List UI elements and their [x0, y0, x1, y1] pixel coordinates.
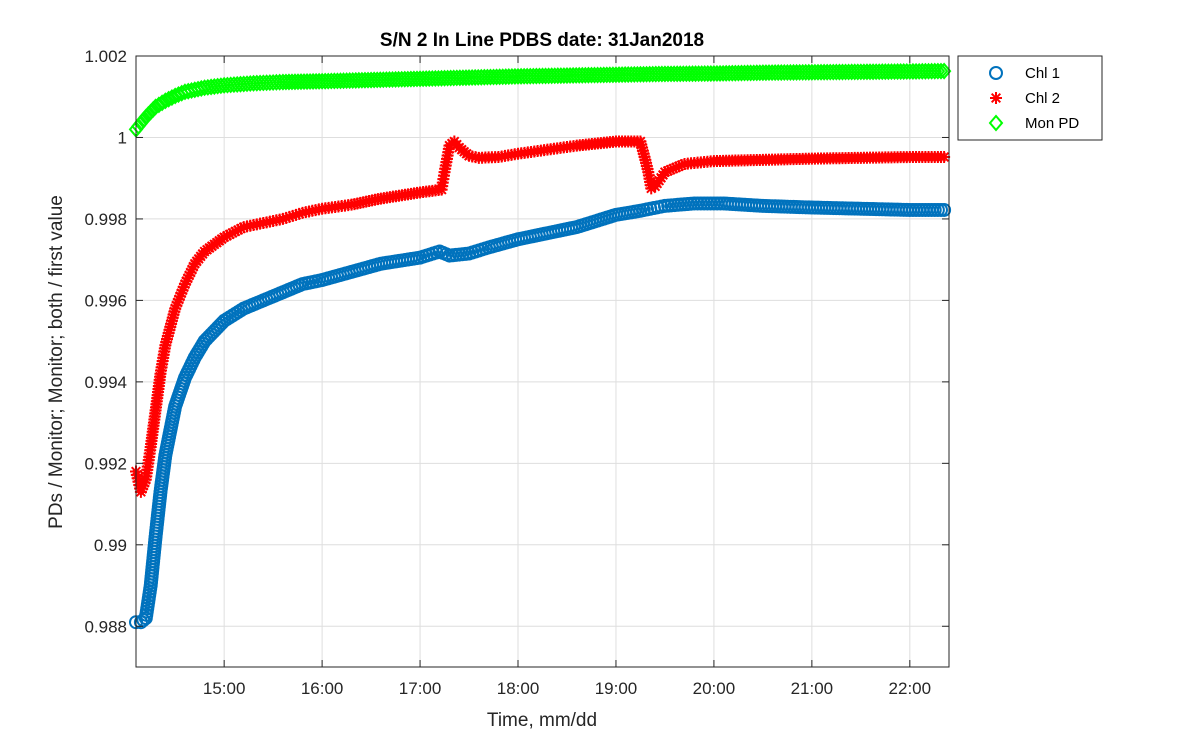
data-point-dense — [664, 163, 677, 176]
data-point-dense — [262, 74, 278, 92]
y-tick-label: 0.994 — [84, 373, 127, 392]
data-point-dense — [137, 479, 150, 492]
data-series — [128, 62, 952, 630]
data-point-dense — [289, 208, 302, 221]
data-point-dense — [170, 299, 183, 312]
data-point — [276, 212, 289, 225]
legend-label: Chl 1 — [1025, 65, 1060, 82]
data-point-dense — [256, 74, 271, 92]
data-point — [937, 202, 952, 217]
legend-label: Mon PD — [1025, 115, 1079, 132]
data-point — [658, 166, 671, 179]
series-mon-pd — [128, 62, 952, 138]
legend-marker-chl-1 — [989, 66, 1003, 80]
x-axis-label: Time, mm/dd — [487, 710, 597, 731]
data-point-dense — [174, 290, 187, 303]
data-point-dense — [183, 269, 196, 282]
data-point-dense — [180, 275, 193, 288]
x-tick-label: 16:00 — [301, 679, 344, 698]
data-point-dense — [154, 94, 170, 112]
legend-box — [957, 55, 1103, 141]
x-tick-label: 22:00 — [889, 679, 932, 698]
axis-ticks: 15:00 16:00 17:00 18:00 19:00 20:00 21:00 22:00… — [84, 47, 949, 698]
data-point-dense — [138, 476, 151, 489]
data-point-dense — [670, 161, 683, 174]
data-point-dense — [265, 73, 281, 92]
y-tick-label: 0.998 — [84, 210, 127, 229]
data-point-dense — [286, 209, 299, 222]
y-tick-label: 0.988 — [84, 617, 127, 636]
data-point-dense — [171, 296, 184, 309]
data-point — [178, 278, 191, 291]
legend: Chl 1 Chl 2 Mon PD — [957, 55, 1103, 141]
data-point — [148, 98, 163, 116]
data-point-dense — [187, 260, 200, 273]
data-point-dense — [151, 96, 167, 114]
x-tick-label: 19:00 — [595, 679, 638, 698]
data-point-dense — [249, 74, 265, 92]
x-tick-label: 17:00 — [399, 679, 442, 698]
data-point-dense — [675, 159, 688, 172]
data-point-dense — [280, 211, 293, 224]
data-point-dense — [175, 287, 188, 300]
data-point-dense — [172, 293, 185, 306]
data-point-dense — [176, 284, 189, 297]
data-point-dense — [185, 263, 198, 276]
plot-frame — [135, 55, 950, 668]
data-point-dense — [667, 162, 680, 175]
y-tick-label: 1.002 — [84, 47, 127, 66]
data-point — [936, 62, 952, 80]
x-tick-label: 15:00 — [203, 679, 246, 698]
data-point-dense — [933, 62, 949, 80]
data-point-dense — [252, 74, 268, 92]
data-point-dense — [164, 89, 180, 107]
data-point-dense — [293, 207, 306, 220]
chart-title: S/N 2 In Line PDBS date: 31Jan2018 — [380, 30, 704, 51]
legend-marker-chl-2 — [990, 92, 1002, 104]
data-point-dense — [259, 74, 274, 92]
x-tick-label: 20:00 — [693, 679, 736, 698]
series-chl-2 — [130, 135, 951, 498]
legend-label: Chl 2 — [1025, 90, 1060, 107]
data-point-dense — [181, 272, 194, 285]
data-point-dense — [930, 62, 946, 80]
x-tick-label: 18:00 — [497, 679, 540, 698]
data-point — [246, 74, 261, 92]
y-tick-label: 0.992 — [84, 454, 127, 473]
x-tick-label: 21:00 — [791, 679, 834, 698]
data-point-dense — [661, 164, 674, 177]
data-point-dense — [283, 210, 296, 223]
data-point — [645, 182, 658, 195]
data-point-dense — [177, 281, 190, 294]
data-point — [134, 485, 147, 498]
data-point-dense — [672, 160, 685, 173]
y-tick-label: 0.99 — [94, 536, 127, 555]
series-chl-1 — [129, 196, 952, 630]
data-point-dense — [136, 482, 149, 495]
y-axis-label: PDs / Monitor; Monitor; both / first val… — [46, 195, 67, 529]
data-point-dense — [161, 90, 176, 108]
data-point — [938, 151, 951, 164]
data-point-dense — [242, 74, 258, 93]
y-tick-label: 1 — [118, 128, 127, 147]
y-tick-label: 0.996 — [84, 291, 127, 310]
data-point — [169, 302, 182, 315]
data-point — [158, 92, 173, 110]
data-point-dense — [184, 266, 197, 279]
legend-marker-mon-pd — [988, 114, 1004, 132]
